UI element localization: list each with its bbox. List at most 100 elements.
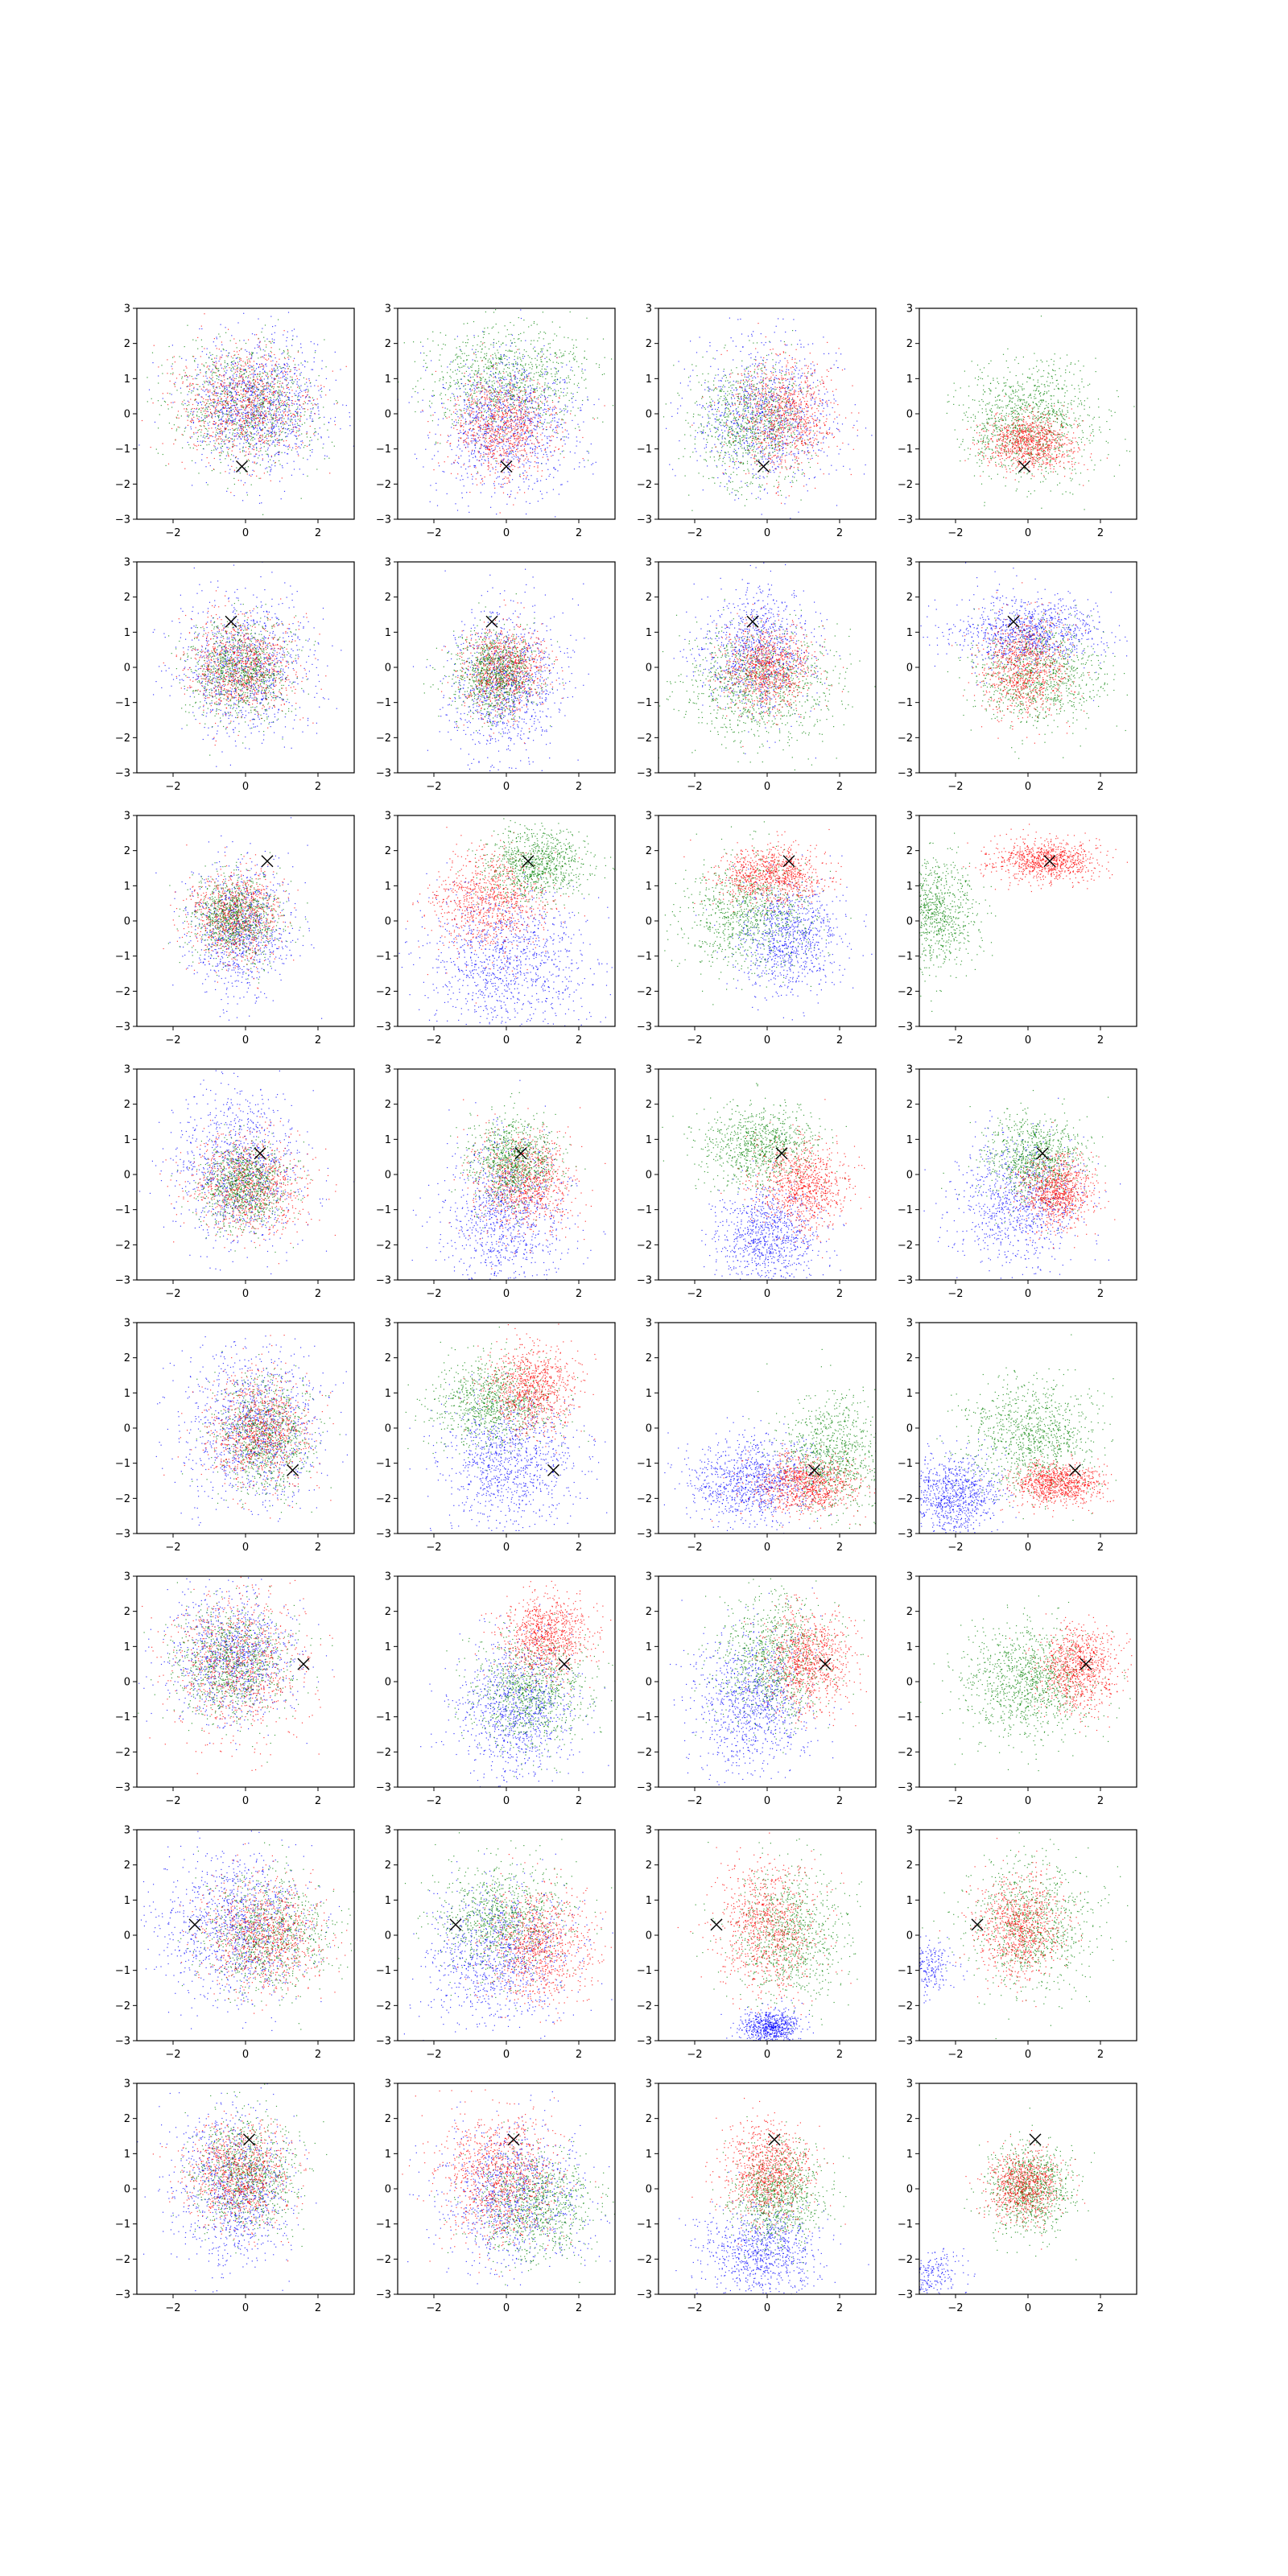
point: [544, 419, 545, 420]
point: [268, 401, 269, 402]
point: [252, 387, 253, 388]
point: [547, 389, 548, 390]
point: [232, 399, 233, 400]
point: [198, 445, 199, 446]
point: [579, 462, 580, 463]
point: [255, 418, 256, 419]
point: [212, 370, 213, 371]
point: [445, 407, 446, 408]
point: [474, 380, 475, 381]
point: [554, 417, 555, 418]
point: [272, 433, 273, 434]
point: [522, 365, 523, 366]
point: [253, 437, 254, 438]
point: [553, 489, 554, 490]
point: [307, 476, 308, 477]
point: [564, 436, 565, 437]
point: [267, 472, 268, 473]
point: [496, 402, 497, 403]
point: [247, 391, 248, 392]
point: [233, 423, 234, 424]
point: [203, 437, 204, 438]
point: [291, 345, 292, 346]
point: [266, 416, 267, 417]
point: [267, 378, 268, 379]
point: [247, 361, 248, 362]
point: [224, 400, 225, 401]
point: [304, 411, 305, 412]
point: [489, 374, 490, 375]
point: [502, 362, 503, 363]
point: [277, 368, 278, 369]
point: [202, 351, 203, 352]
point: [567, 412, 568, 413]
point: [229, 414, 230, 415]
point: [489, 397, 490, 398]
point: [216, 430, 217, 431]
point: [431, 402, 432, 403]
point: [495, 399, 496, 400]
point: [559, 412, 560, 413]
point: [195, 462, 196, 463]
point: [508, 472, 509, 473]
point: [236, 378, 237, 379]
point: [470, 366, 471, 367]
point: [279, 402, 280, 403]
point: [222, 431, 223, 432]
point: [209, 403, 210, 404]
point: [151, 398, 152, 399]
point: [219, 429, 220, 430]
point: [554, 380, 555, 381]
point: [474, 450, 475, 451]
point: [575, 428, 576, 429]
point: [540, 448, 541, 449]
point: [461, 451, 462, 452]
point: [206, 407, 207, 408]
point: [241, 406, 242, 407]
point: [247, 420, 248, 421]
point: [301, 416, 302, 417]
point: [233, 402, 234, 403]
point: [240, 400, 241, 401]
point: [269, 466, 270, 467]
point: [212, 470, 213, 471]
point: [544, 409, 545, 410]
point: [496, 463, 497, 464]
point: [536, 372, 537, 373]
point: [239, 426, 240, 427]
point: [243, 390, 244, 391]
point: [226, 387, 227, 388]
point: [472, 365, 473, 366]
point: [248, 443, 249, 444]
point: [274, 397, 275, 398]
point: [458, 444, 459, 445]
point: [510, 375, 511, 376]
point: [561, 362, 562, 363]
point: [554, 431, 555, 432]
point: [544, 391, 545, 392]
point: [292, 403, 293, 404]
point: [245, 363, 246, 364]
point: [454, 421, 455, 422]
point: [514, 372, 515, 373]
point: [268, 388, 269, 389]
point: [188, 415, 189, 416]
point: [213, 406, 214, 407]
point: [226, 408, 227, 409]
point: [491, 399, 492, 400]
point: [200, 356, 201, 357]
point: [558, 363, 559, 364]
point: [260, 418, 261, 419]
point: [227, 397, 228, 398]
point: [233, 455, 234, 456]
point: [273, 405, 274, 406]
point: [205, 373, 206, 374]
point: [235, 418, 236, 419]
point: [509, 393, 510, 394]
point: [269, 389, 270, 390]
point: [197, 405, 198, 406]
point: [190, 383, 191, 384]
point: [298, 393, 299, 394]
point: [282, 403, 283, 404]
point: [537, 442, 538, 443]
